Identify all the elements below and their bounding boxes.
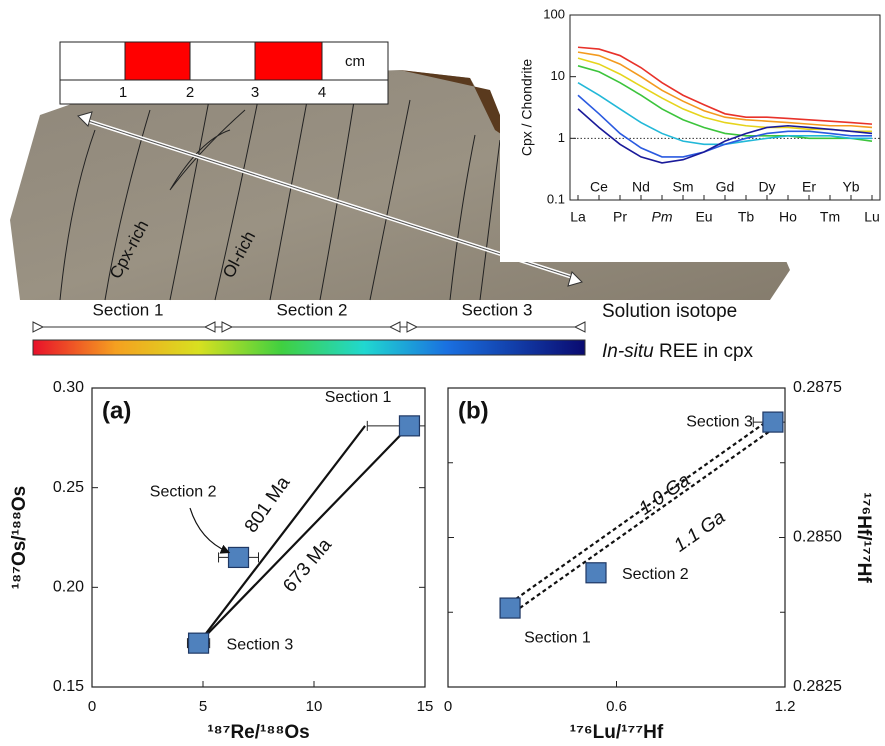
y-tick-label: 10 [551,68,565,83]
isochron [199,426,366,643]
scale-bar [60,42,388,104]
isochron-label: 1.1 Ga [670,507,729,557]
section-brackets [33,322,585,332]
isochron [514,426,777,612]
point-label: Section 3 [227,636,294,653]
page: {"photo": {"scale_unit": "cm", "scale_la… [0,0,885,746]
data-point [763,412,783,432]
x-tick-label: Er [802,179,816,195]
x-tick-label: La [570,209,586,225]
color-bar [33,340,585,355]
point-label: Section 3 [686,413,753,430]
y-axis-label: Cpx / Chondrite [519,59,535,156]
x-tick-label: Sm [673,179,694,195]
pointer-arrow [190,508,228,552]
x-tick-label: Ho [779,209,797,225]
x-tick-label: Tm [820,209,840,225]
y-tick-label: 0.2850 [793,529,842,546]
point-label: Section 1 [524,629,591,646]
y-axis-label: ¹⁸⁷Os/¹⁸⁸Os [9,486,30,589]
x-axis-label: ¹⁷⁶Lu/¹⁷⁷Hf [570,722,664,743]
x-tick-label: Dy [758,179,775,195]
legend-label: In-situ REE in cpx [602,341,754,362]
panel-label: (b) [458,397,489,424]
x-tick-label: 0 [88,698,96,715]
isochron-label: 673 Ma [279,534,336,596]
y-tick-label: 0.30 [53,379,84,396]
section-label: Section 2 [277,300,348,319]
figure: Cpx-rich Ol-rich cm 1 2 3 4 Section 1 Se… [0,0,885,746]
x-tick-label: Nd [632,179,650,195]
data-point [586,563,606,583]
scale-label: 3 [251,84,259,101]
x-tick-label: 10 [306,698,323,715]
x-tick-label: Pr [613,209,627,225]
section-label: Section 3 [462,300,533,319]
x-axis-label: ¹⁸⁷Re/¹⁸⁸Os [207,722,309,743]
legend-label: Solution isotope [602,301,737,322]
panel-label: (a) [102,397,131,424]
data-point [500,598,520,618]
plot-frame [448,388,785,687]
x-tick-label: 1.2 [775,698,796,715]
legend-rest: REE in cpx [659,341,753,362]
point-label: Section 2 [150,484,217,501]
y-tick-label: 100 [543,6,565,21]
y-tick-label: 0.2875 [793,379,842,396]
x-tick-label: 15 [417,698,434,715]
x-tick-label: Pm [652,209,673,225]
legend-italic: In-situ [602,341,654,362]
scale-label: 2 [186,84,194,101]
x-tick-label: Ce [590,179,608,195]
y-tick-label: 0.25 [53,479,84,496]
x-tick-label: Gd [716,179,735,195]
data-point [189,633,209,653]
isochron-label: 1.0 Ga [635,470,694,520]
x-tick-label: Yb [842,179,859,195]
y-tick-label: 1 [558,130,565,145]
y-axis-label: ¹⁷⁶Hf/¹⁷⁷Hf [853,492,874,583]
y-tick-label: 0.15 [53,678,84,695]
point-label: Section 1 [325,389,392,406]
x-tick-label: 0.6 [606,698,627,715]
y-tick-label: 0.1 [547,191,565,206]
scale-label: 1 [119,84,127,101]
data-point [399,416,419,436]
y-tick-label: 0.2825 [793,678,842,695]
x-tick-label: Eu [695,209,712,225]
isochron [199,426,410,643]
scale-label: 4 [318,84,326,101]
x-tick-label: 5 [199,698,207,715]
x-tick-label: Lu [864,209,880,225]
section-label: Section 1 [93,300,164,319]
scale-unit: cm [345,53,365,70]
x-tick-label: Tb [738,209,755,225]
y-tick-label: 0.20 [53,579,84,596]
x-tick-label: 0 [444,698,452,715]
point-label: Section 2 [622,566,689,583]
data-point [229,547,249,567]
